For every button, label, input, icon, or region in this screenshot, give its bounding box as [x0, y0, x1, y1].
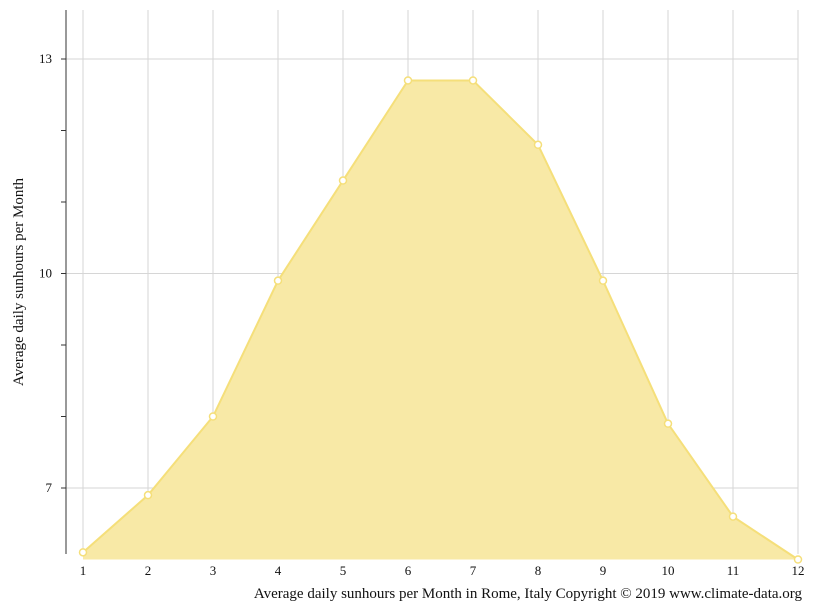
x-tick-label-7: 7	[470, 563, 477, 578]
sunhours-line	[82, 79, 799, 561]
y-axis-ticks: 7 10 13	[39, 51, 66, 495]
x-tick-label-11: 11	[727, 563, 740, 578]
data-point-11	[728, 512, 738, 521]
x-tick-label-8: 8	[535, 563, 542, 578]
data-point-4	[273, 276, 283, 285]
x-tick-label-12: 12	[792, 563, 805, 578]
data-point-7	[468, 76, 478, 85]
x-tick-label-6: 6	[405, 563, 412, 578]
data-point-10	[663, 419, 673, 428]
sunhours-area	[83, 80, 798, 560]
x-axis-caption: Average daily sunhours per Month in Rome…	[254, 586, 803, 602]
data-point-2	[143, 490, 153, 500]
x-tick-label-3: 3	[210, 563, 217, 578]
x-tick-label-9: 9	[600, 563, 607, 578]
data-point-1	[78, 548, 88, 557]
y-tick-label-7: 7	[46, 480, 53, 495]
y-tick-label-10: 10	[39, 266, 52, 281]
data-point-8	[533, 140, 543, 150]
x-tick-label-4: 4	[275, 563, 282, 578]
x-axis-ticks: 1 2 3 4 5 6 7 8 9 10 11 12	[80, 563, 805, 578]
x-tick-label-1: 1	[80, 563, 87, 578]
data-points	[78, 76, 803, 564]
data-point-5	[338, 176, 348, 185]
data-point-12	[793, 555, 803, 564]
data-point-3	[208, 412, 218, 421]
y-tick-label-13: 13	[39, 51, 52, 66]
data-point-6	[403, 76, 413, 85]
x-tick-label-5: 5	[340, 563, 347, 578]
data-point-9	[598, 276, 608, 285]
y-axis-title: Average daily sunhours per Month	[11, 178, 27, 387]
x-tick-label-10: 10	[662, 563, 675, 578]
x-tick-label-2: 2	[145, 563, 152, 578]
